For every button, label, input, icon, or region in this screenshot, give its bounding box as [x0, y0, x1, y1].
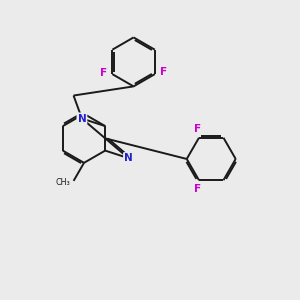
Text: F: F	[194, 184, 201, 194]
Text: F: F	[100, 68, 108, 78]
Text: CH₃: CH₃	[55, 178, 70, 187]
Text: F: F	[160, 67, 167, 77]
Text: F: F	[194, 124, 201, 134]
Text: N: N	[124, 153, 133, 163]
Text: N: N	[77, 113, 86, 124]
